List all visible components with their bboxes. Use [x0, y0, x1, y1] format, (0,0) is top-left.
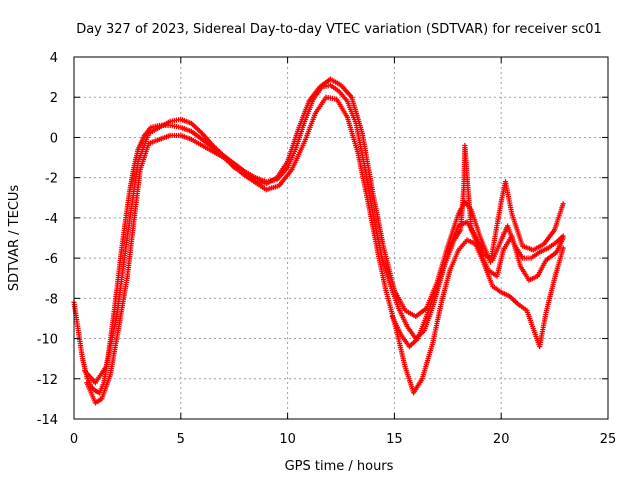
- axis-ticks: [73, 56, 609, 420]
- y-tick-label: -12: [37, 373, 58, 388]
- data-point: [560, 245, 566, 251]
- y-tick-label: 0: [50, 131, 58, 146]
- y-axis-label: SDTVAR / TECUs: [7, 185, 22, 292]
- data-point: [560, 201, 566, 207]
- y-tick-label: 2: [50, 91, 58, 106]
- x-tick-label: 15: [386, 432, 403, 447]
- x-tick-label: 5: [177, 432, 185, 447]
- y-tick-label: -2: [45, 172, 58, 187]
- y-tick-label: -6: [45, 252, 58, 267]
- y-tick-label: -8: [45, 292, 58, 307]
- x-axis-label: GPS time / hours: [285, 459, 394, 474]
- x-tick-label: 0: [70, 432, 78, 447]
- y-tick-label: 4: [50, 51, 58, 66]
- x-tick-label: 10: [279, 432, 296, 447]
- data-point: [560, 235, 566, 241]
- y-tick-labels: 4 2 0 -2 -4 -6 -8 -10 -12 -14: [37, 51, 58, 428]
- y-tick-label: -4: [45, 212, 58, 227]
- x-tick-label: 25: [600, 432, 617, 447]
- plot-frame: [73, 56, 609, 420]
- x-tick-label: 20: [493, 432, 510, 447]
- data-points: [71, 76, 566, 406]
- chart-title: Day 327 of 2023, Sidereal Day-to-day VTE…: [76, 22, 602, 37]
- grid-lines: [74, 57, 608, 419]
- y-tick-label: -14: [37, 413, 58, 428]
- y-tick-label: -10: [37, 333, 58, 348]
- x-tick-labels: 0 5 10 15 20 25: [70, 432, 616, 447]
